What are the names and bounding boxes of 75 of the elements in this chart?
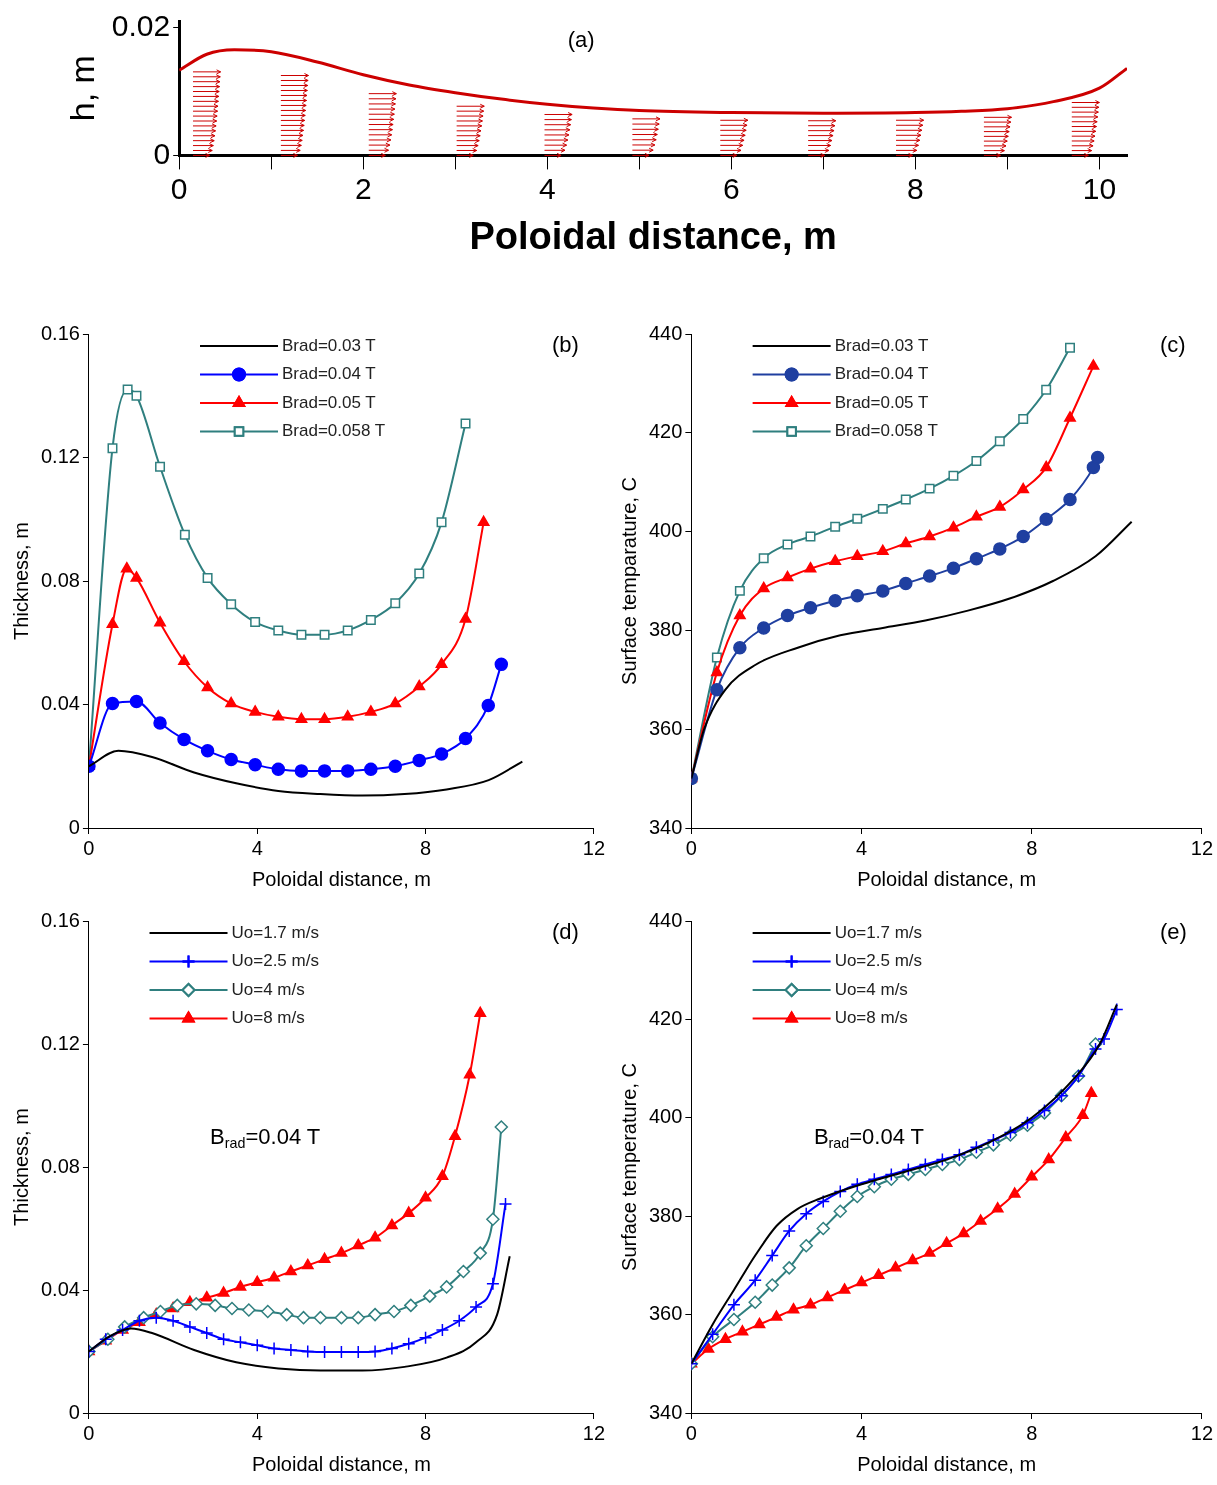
x-axis-title: Poloidal distance, m [469,214,837,257]
x-tick-label: 0 [685,836,697,859]
annotation: (c) [1159,332,1186,358]
y-tick-label: 0 [68,815,80,838]
x-tick-label: 4 [251,836,263,859]
x-tick-label: 12 [582,1421,605,1444]
y-tick-label: 440 [648,321,683,344]
annotation: (a) [567,27,595,53]
legend-label: Brad=0.05 T [282,392,376,412]
y-tick-label: 0 [68,1400,80,1423]
y-axis-title: Surface temparature, C [617,477,640,685]
legend-label: Brad=0.058 T [282,421,386,441]
x-axis-title: Poloidal distance, m [857,867,1037,890]
y-tick-label: 420 [648,420,683,443]
y-axis-title: Surface temperature, C [617,1063,640,1271]
x-tick-label: 6 [722,171,740,205]
legend-label: Uo=2.5 m/s [231,951,319,971]
x-axis-title: Poloidal distance, m [251,1452,431,1475]
x-tick-label: 0 [685,1421,697,1444]
annotation: (d) [551,919,579,945]
x-tick-label: 8 [420,836,432,859]
x-tick-label: 4 [855,1421,868,1444]
legend-label: Brad=0.03 T [834,335,929,355]
y-tick-label: 400 [648,1105,683,1128]
y-tick-label: 0.12 [40,1031,80,1054]
x-axis-title: Poloidal distance, m [251,867,431,890]
x-tick-label: 12 [582,836,605,859]
legend-label: Uo=8 m/s [231,1008,305,1028]
y-tick-label: 360 [648,716,683,739]
y-tick-label: 0.08 [40,568,80,591]
y-axis-title: h, m [62,55,101,122]
x-tick-label: 4 [251,1421,263,1444]
y-tick-label: 420 [648,1006,683,1029]
y-tick-label: 0.08 [40,1154,80,1177]
legend-label: Brad=0.05 T [834,392,929,412]
legend-label: Uo=2.5 m/s [834,951,923,971]
x-tick-label: 12 [1190,1421,1213,1444]
y-tick-label: 0.12 [40,445,80,468]
legend-label: Uo=4 m/s [834,979,908,999]
x-tick-label: 4 [855,836,868,859]
legend-label: Uo=8 m/s [834,1008,908,1028]
x-tick-label: 8 [907,171,924,205]
legend-label: Uo=1.7 m/s [231,922,319,942]
y-tick-label: 440 [648,908,683,931]
x-axis-title: Poloidal distance, m [857,1452,1037,1475]
y-tick-label: 0.02 [111,8,171,42]
x-tick-label: 8 [1026,1421,1038,1444]
y-tick-label: 380 [648,1203,683,1226]
x-tick-label: 12 [1190,836,1213,859]
annotation: (e) [1159,919,1187,945]
legend-label: Uo=4 m/s [231,979,305,999]
x-tick-label: 8 [1026,836,1038,859]
y-axis-title: Thickness, m [9,522,32,640]
y-tick-label: 0.04 [40,1277,80,1300]
legend-label: Brad=0.03 T [282,335,376,355]
y-tick-label: 0.16 [40,321,80,344]
legend-label: Brad=0.058 T [834,421,938,441]
x-tick-label: 0 [83,1421,95,1444]
y-tick-label: 0.16 [40,908,80,931]
y-axis-title: Thickness, m [9,1108,32,1226]
y-tick-label: 0.04 [40,692,80,715]
x-tick-label: 4 [538,171,556,205]
x-tick-label: 0 [83,836,95,859]
legend-label: Uo=1.7 m/s [834,922,923,942]
y-tick-label: 380 [648,617,683,640]
y-tick-label: 400 [648,519,683,542]
legend-label: Brad=0.04 T [834,364,929,384]
y-tick-label: 340 [648,815,683,838]
y-tick-label: 340 [648,1400,683,1423]
legend-label: Brad=0.04 T [282,364,376,384]
x-tick-label: 2 [354,171,372,205]
x-tick-label: 8 [420,1421,432,1444]
x-tick-label: 10 [1082,171,1117,205]
y-tick-label: 360 [648,1302,683,1325]
annotation: (b) [551,332,579,358]
